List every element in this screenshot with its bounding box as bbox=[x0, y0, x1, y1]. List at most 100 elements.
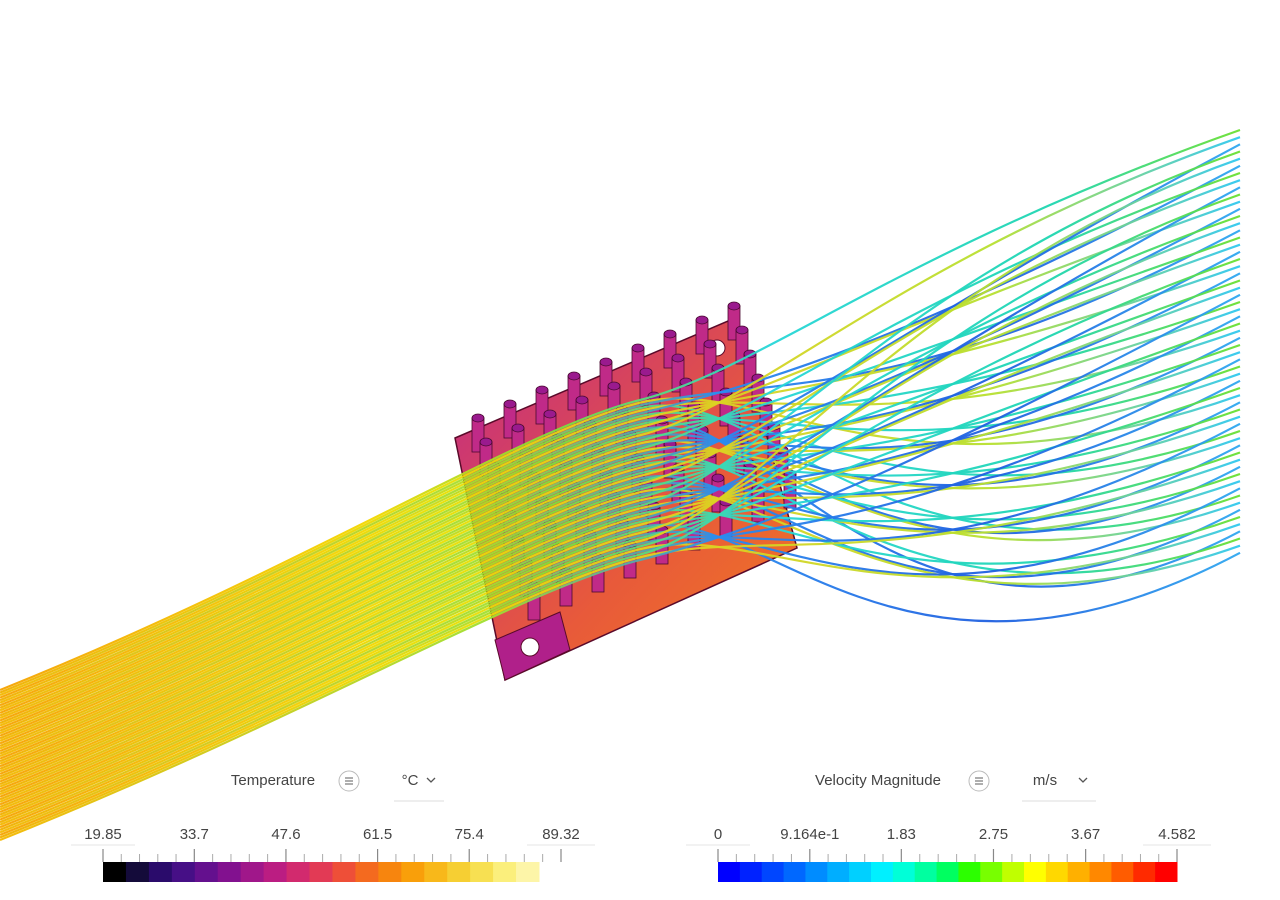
color-swatch bbox=[1111, 862, 1134, 882]
streamline bbox=[0, 279, 1241, 775]
color-swatch bbox=[148, 862, 173, 882]
streamline bbox=[0, 451, 1241, 806]
color-swatch bbox=[805, 862, 828, 882]
streamline bbox=[0, 128, 1241, 692]
streamline bbox=[0, 272, 1241, 742]
streamline bbox=[0, 386, 1241, 814]
streamline bbox=[0, 411, 1241, 707]
tick-label: 9.164e-1 bbox=[780, 826, 839, 843]
color-swatch bbox=[332, 862, 356, 882]
tick-label: 75.4 bbox=[455, 826, 484, 843]
color-swatch bbox=[761, 862, 785, 882]
color-swatch bbox=[217, 862, 242, 882]
color-swatch bbox=[849, 862, 872, 882]
color-swatch bbox=[194, 862, 219, 882]
color-swatch bbox=[493, 862, 517, 882]
streamline bbox=[0, 250, 1241, 796]
pin-top bbox=[479, 437, 493, 447]
streamline bbox=[0, 379, 1241, 781]
streamline bbox=[0, 358, 1241, 834]
streamline bbox=[0, 415, 1241, 793]
pin-top bbox=[599, 357, 613, 367]
chevron bbox=[426, 777, 436, 783]
streamline bbox=[0, 315, 1241, 788]
pin-top bbox=[607, 381, 621, 391]
pin-top bbox=[543, 409, 557, 419]
streamline bbox=[0, 286, 1241, 808]
streamline bbox=[0, 300, 1241, 722]
streamline bbox=[0, 336, 1241, 735]
streamline bbox=[0, 257, 1241, 829]
color-swatch bbox=[1024, 862, 1047, 882]
streamline bbox=[0, 460, 1241, 753]
legend-title: Temperature bbox=[231, 772, 315, 789]
streamline bbox=[0, 488, 1241, 778]
streamline bbox=[0, 186, 1241, 803]
color-swatch bbox=[892, 862, 916, 882]
color-swatch bbox=[1089, 862, 1112, 882]
tick-label: 3.67 bbox=[1071, 826, 1100, 843]
color-swatch bbox=[263, 862, 288, 882]
streamline bbox=[0, 422, 1241, 826]
streamline bbox=[0, 365, 1241, 714]
color-swatch bbox=[914, 862, 938, 882]
pin-top bbox=[639, 367, 653, 377]
color-swatch bbox=[718, 862, 741, 882]
color-swatch bbox=[447, 862, 471, 882]
tick-label: 1.83 bbox=[887, 826, 916, 843]
color-swatch bbox=[309, 862, 333, 882]
pin-top bbox=[511, 423, 525, 433]
color-swatch bbox=[401, 862, 425, 882]
pin-top bbox=[575, 395, 589, 405]
pin-top bbox=[711, 473, 725, 483]
streamline bbox=[0, 214, 1241, 783]
streamline bbox=[0, 480, 1241, 786]
streamline bbox=[0, 157, 1241, 824]
pin-top bbox=[703, 339, 717, 349]
tick-label: 2.75 bbox=[979, 826, 1008, 843]
mount-hole bbox=[520, 637, 540, 657]
unit-select[interactable]: m/s bbox=[1033, 772, 1057, 789]
streamline bbox=[0, 150, 1241, 791]
streamline bbox=[0, 329, 1241, 702]
streamline bbox=[0, 444, 1241, 773]
color-swatch bbox=[827, 862, 850, 882]
color-swatch bbox=[516, 862, 540, 882]
streamlines bbox=[0, 128, 1241, 842]
streamline bbox=[0, 437, 1241, 740]
streamline bbox=[0, 243, 1241, 763]
tick-label: 89.32 bbox=[542, 826, 580, 843]
color-swatch bbox=[1133, 862, 1156, 882]
tick-label: 19.85 bbox=[84, 826, 122, 843]
legend-title: Velocity Magnitude bbox=[815, 772, 941, 789]
tick-label: 61.5 bbox=[363, 826, 392, 843]
color-swatch bbox=[1067, 862, 1091, 882]
color-swatch bbox=[1045, 862, 1069, 882]
color-swatch bbox=[424, 862, 448, 882]
pin-top bbox=[671, 353, 685, 363]
streamline bbox=[0, 453, 1241, 745]
streamline bbox=[0, 408, 1241, 760]
pin-top bbox=[727, 301, 741, 311]
tick-label: 33.7 bbox=[180, 826, 209, 843]
streamline bbox=[0, 136, 1241, 725]
color-legend: Temperature °C 19.85 33.7 47.6 61.5 75.4 89.32 bbox=[71, 770, 595, 882]
pin-top bbox=[695, 315, 709, 325]
tick-label: 47.6 bbox=[271, 826, 300, 843]
color-swatch bbox=[871, 862, 894, 882]
streamline bbox=[0, 322, 1241, 821]
streamline bbox=[0, 236, 1241, 730]
streamline bbox=[0, 222, 1241, 816]
color-swatch bbox=[1002, 862, 1025, 882]
color-swatch bbox=[1155, 862, 1178, 882]
color-swatch bbox=[103, 862, 127, 882]
unit-select[interactable]: °C bbox=[402, 772, 419, 789]
streamline bbox=[0, 394, 1241, 694]
color-swatch bbox=[936, 862, 959, 882]
chevron bbox=[1078, 777, 1088, 783]
streamline bbox=[0, 523, 1241, 831]
streamline bbox=[0, 487, 1241, 819]
color-swatch bbox=[355, 862, 379, 882]
color-swatch bbox=[125, 862, 150, 882]
